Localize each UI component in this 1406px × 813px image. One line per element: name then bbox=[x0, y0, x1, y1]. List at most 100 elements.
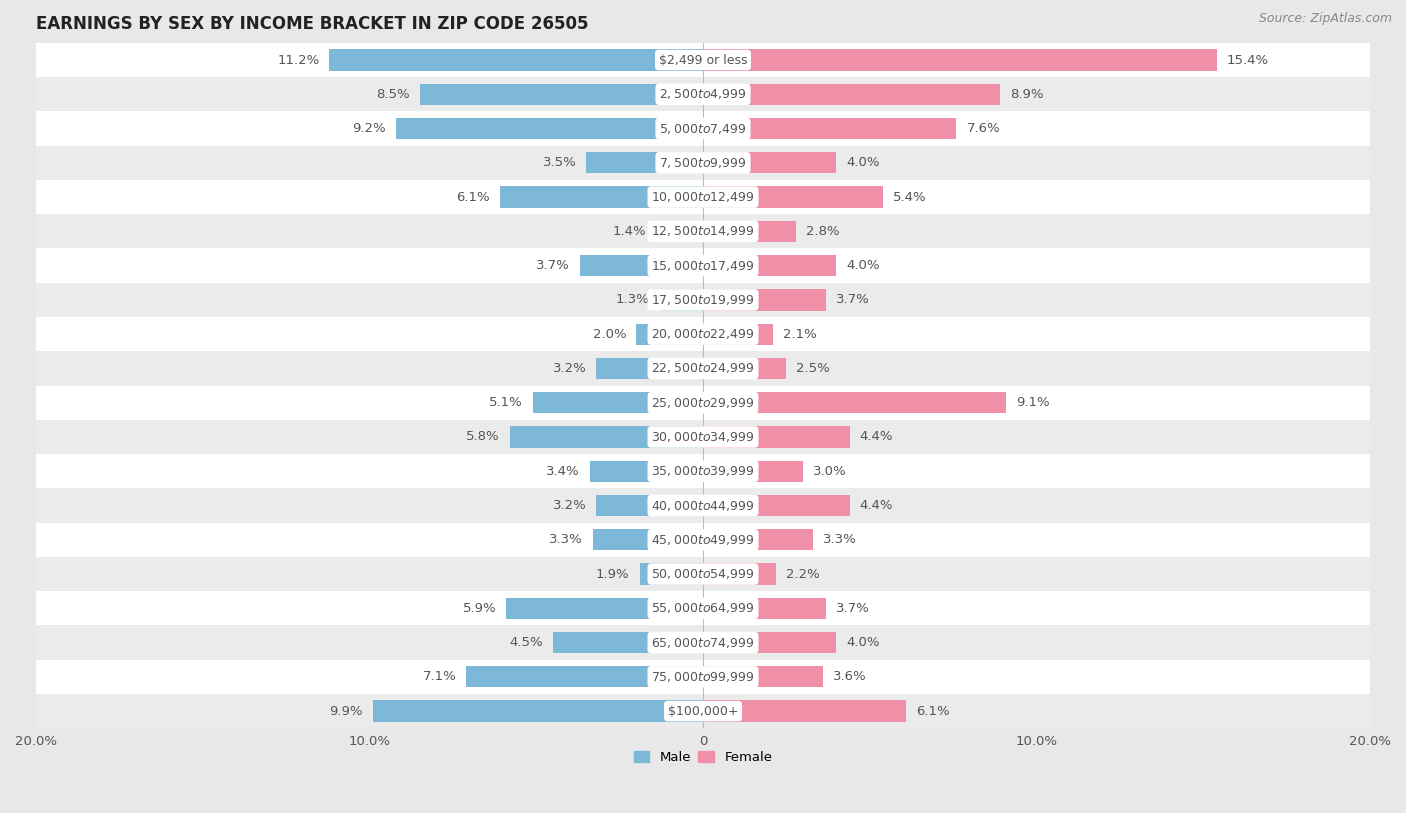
Bar bbox=[37, 111, 1369, 146]
Bar bbox=[37, 694, 1369, 728]
Bar bbox=[703, 152, 837, 173]
Bar bbox=[37, 180, 1369, 215]
Text: 2.1%: 2.1% bbox=[783, 328, 817, 341]
Bar bbox=[703, 461, 803, 482]
Bar bbox=[703, 426, 849, 448]
Bar bbox=[703, 358, 786, 379]
Text: $22,500 to $24,999: $22,500 to $24,999 bbox=[651, 362, 755, 376]
Bar bbox=[37, 420, 1369, 454]
Text: $55,000 to $64,999: $55,000 to $64,999 bbox=[651, 602, 755, 615]
Text: 1.9%: 1.9% bbox=[596, 567, 630, 580]
Bar bbox=[657, 221, 703, 242]
Bar bbox=[553, 632, 703, 653]
Bar bbox=[703, 392, 1007, 413]
Bar bbox=[703, 186, 883, 207]
Bar bbox=[703, 563, 776, 585]
Text: $5,000 to $7,499: $5,000 to $7,499 bbox=[659, 122, 747, 136]
Bar bbox=[37, 77, 1369, 111]
Bar bbox=[703, 255, 837, 276]
Text: 3.6%: 3.6% bbox=[834, 671, 866, 684]
Bar bbox=[596, 358, 703, 379]
Bar bbox=[703, 495, 849, 516]
Text: 3.0%: 3.0% bbox=[813, 465, 846, 478]
Bar bbox=[37, 146, 1369, 180]
Bar bbox=[37, 557, 1369, 591]
Bar bbox=[703, 84, 1000, 105]
Text: 9.2%: 9.2% bbox=[353, 122, 387, 135]
Text: 5.8%: 5.8% bbox=[465, 430, 499, 443]
Bar bbox=[703, 118, 956, 139]
Text: $65,000 to $74,999: $65,000 to $74,999 bbox=[651, 636, 755, 650]
Text: $12,500 to $14,999: $12,500 to $14,999 bbox=[651, 224, 755, 238]
Text: 3.7%: 3.7% bbox=[837, 602, 870, 615]
Bar bbox=[703, 632, 837, 653]
Text: 2.2%: 2.2% bbox=[786, 567, 820, 580]
Text: 3.7%: 3.7% bbox=[536, 259, 569, 272]
Text: 5.4%: 5.4% bbox=[893, 190, 927, 203]
Text: 9.9%: 9.9% bbox=[329, 705, 363, 718]
Text: 8.9%: 8.9% bbox=[1010, 88, 1043, 101]
Bar bbox=[703, 221, 796, 242]
Text: $2,499 or less: $2,499 or less bbox=[659, 54, 747, 67]
Bar bbox=[37, 385, 1369, 420]
Bar bbox=[659, 289, 703, 311]
Bar bbox=[703, 50, 1216, 71]
Text: 15.4%: 15.4% bbox=[1226, 54, 1268, 67]
Bar bbox=[533, 392, 703, 413]
Text: 2.0%: 2.0% bbox=[593, 328, 626, 341]
Bar bbox=[506, 598, 703, 619]
Text: 11.2%: 11.2% bbox=[277, 54, 319, 67]
Text: $2,500 to $4,999: $2,500 to $4,999 bbox=[659, 87, 747, 102]
Text: 2.8%: 2.8% bbox=[807, 225, 839, 238]
Bar bbox=[396, 118, 703, 139]
Text: 6.1%: 6.1% bbox=[917, 705, 950, 718]
Text: 3.3%: 3.3% bbox=[823, 533, 856, 546]
Text: 3.2%: 3.2% bbox=[553, 499, 586, 512]
Bar bbox=[37, 523, 1369, 557]
Text: $20,000 to $22,499: $20,000 to $22,499 bbox=[651, 327, 755, 341]
Bar bbox=[37, 659, 1369, 694]
Text: 3.2%: 3.2% bbox=[553, 362, 586, 375]
Text: 3.5%: 3.5% bbox=[543, 156, 576, 169]
Bar bbox=[37, 249, 1369, 283]
Text: $100,000+: $100,000+ bbox=[668, 705, 738, 718]
Text: 4.4%: 4.4% bbox=[859, 430, 893, 443]
Bar bbox=[329, 50, 703, 71]
Legend: Male, Female: Male, Female bbox=[628, 746, 778, 770]
Text: 5.1%: 5.1% bbox=[489, 396, 523, 409]
Text: 9.1%: 9.1% bbox=[1017, 396, 1050, 409]
Bar bbox=[37, 283, 1369, 317]
Bar bbox=[37, 351, 1369, 385]
Bar bbox=[467, 666, 703, 688]
Bar bbox=[37, 317, 1369, 351]
Text: 3.3%: 3.3% bbox=[550, 533, 583, 546]
Bar bbox=[589, 461, 703, 482]
Text: Source: ZipAtlas.com: Source: ZipAtlas.com bbox=[1258, 12, 1392, 25]
Text: 1.4%: 1.4% bbox=[613, 225, 647, 238]
Bar bbox=[703, 289, 827, 311]
Text: 4.5%: 4.5% bbox=[509, 636, 543, 649]
Bar bbox=[703, 701, 907, 722]
Text: $75,000 to $99,999: $75,000 to $99,999 bbox=[651, 670, 755, 684]
Text: 3.4%: 3.4% bbox=[546, 465, 579, 478]
Text: 7.6%: 7.6% bbox=[966, 122, 1000, 135]
Bar bbox=[703, 529, 813, 550]
Text: $35,000 to $39,999: $35,000 to $39,999 bbox=[651, 464, 755, 478]
Text: 4.4%: 4.4% bbox=[859, 499, 893, 512]
Bar bbox=[373, 701, 703, 722]
Text: $7,500 to $9,999: $7,500 to $9,999 bbox=[659, 156, 747, 170]
Text: 7.1%: 7.1% bbox=[422, 671, 456, 684]
Bar bbox=[596, 495, 703, 516]
Bar bbox=[499, 186, 703, 207]
Text: $15,000 to $17,499: $15,000 to $17,499 bbox=[651, 259, 755, 272]
Bar bbox=[419, 84, 703, 105]
Bar bbox=[37, 489, 1369, 523]
Text: 5.9%: 5.9% bbox=[463, 602, 496, 615]
Text: $40,000 to $44,999: $40,000 to $44,999 bbox=[651, 498, 755, 512]
Text: $10,000 to $12,499: $10,000 to $12,499 bbox=[651, 190, 755, 204]
Bar bbox=[703, 666, 823, 688]
Text: $50,000 to $54,999: $50,000 to $54,999 bbox=[651, 567, 755, 581]
Bar bbox=[586, 152, 703, 173]
Text: $17,500 to $19,999: $17,500 to $19,999 bbox=[651, 293, 755, 307]
Text: 4.0%: 4.0% bbox=[846, 259, 880, 272]
